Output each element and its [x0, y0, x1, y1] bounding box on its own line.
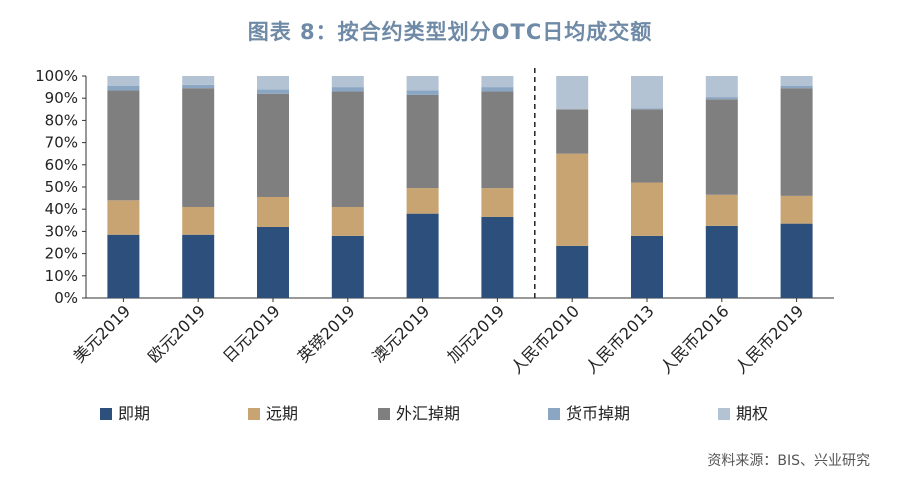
legend-swatch — [248, 408, 260, 420]
chart-title: 图表 8：按合约类型划分OTC日均成交额 — [247, 20, 653, 44]
y-tick-label: 100% — [35, 67, 78, 85]
legend-swatch — [100, 408, 112, 420]
bar-segment — [631, 182, 663, 236]
legend-label: 即期 — [118, 404, 151, 423]
bar-segment — [257, 76, 289, 90]
bar-segment — [705, 97, 738, 100]
legend-item: 货币掉期 — [548, 400, 630, 424]
source-note: 资料来源：BIS、兴业研究 — [707, 453, 870, 469]
bar-segment — [257, 93, 289, 197]
bar-segment — [481, 87, 514, 92]
legend-swatch — [718, 408, 730, 420]
bar-segment — [631, 76, 663, 109]
bar-segment — [182, 76, 215, 85]
bar-segment — [705, 225, 738, 298]
bar-segment — [182, 206, 215, 235]
bar-segment — [406, 76, 439, 91]
bar-segment — [257, 196, 289, 227]
legend-item: 即期 — [100, 400, 150, 424]
bar-segment — [182, 234, 215, 298]
legend-label: 远期 — [266, 404, 299, 423]
legend-swatch — [378, 408, 390, 420]
legend-item: 远期 — [248, 400, 298, 424]
bar-segment — [406, 94, 439, 189]
y-tick-label: 50% — [45, 178, 78, 196]
bar-segment — [182, 88, 215, 207]
legend-label: 外汇掉期 — [396, 404, 461, 423]
bar-segment — [331, 87, 364, 92]
bar-segment — [556, 245, 589, 298]
bar-segment — [257, 226, 289, 298]
bar-segment — [481, 91, 514, 189]
bar-segment — [331, 235, 364, 298]
x-tick-label: 加元2019 — [443, 301, 508, 366]
bar-segment — [780, 195, 813, 224]
bar-segment — [780, 76, 813, 86]
bar-segment — [705, 99, 738, 195]
legend-item: 外汇掉期 — [378, 400, 460, 424]
x-tick-label: 澳元2019 — [369, 301, 434, 366]
bar-segment — [631, 109, 663, 183]
bar-segment — [705, 194, 738, 226]
bar-segment — [182, 84, 215, 89]
y-tick-label: 70% — [45, 134, 78, 152]
x-tick-label: 人民币2019 — [731, 301, 807, 377]
y-tick-label: 10% — [45, 267, 78, 285]
bar-segment — [556, 109, 589, 154]
bar-segment — [331, 206, 364, 236]
y-tick-label: 20% — [45, 245, 78, 263]
y-tick-label: 0% — [54, 289, 78, 307]
bar-segment — [780, 85, 813, 89]
bar-segment — [631, 235, 663, 298]
bar-segment — [481, 216, 514, 298]
bar-segment — [406, 188, 439, 214]
y-tick-label: 60% — [45, 156, 78, 174]
x-tick-label: 美元2019 — [69, 301, 134, 366]
bar-segment — [556, 76, 589, 110]
bar-segment — [331, 91, 364, 207]
bar-segment — [406, 213, 439, 298]
x-tick-label: 人民币2013 — [582, 301, 658, 377]
bar-segment — [780, 88, 813, 196]
bar-segment — [107, 234, 140, 298]
chart-plot: 0% 10% 20% 30% 40% 50% 60% 70% 80% 90% 100% 美元2019 欧… — [35, 67, 834, 378]
bar-segment — [705, 76, 738, 98]
bar-segment — [406, 90, 439, 95]
x-tick-label: 日元2019 — [219, 301, 284, 366]
legend-swatch — [548, 408, 560, 420]
y-tick-label: 30% — [45, 222, 78, 240]
x-tick-label: 英镑2019 — [294, 301, 359, 366]
bar-segment — [107, 200, 140, 235]
bar-segment — [257, 89, 289, 94]
legend-label: 货币掉期 — [566, 404, 631, 423]
x-tick-label: 人民币2010 — [507, 301, 583, 377]
y-tick-label: 40% — [45, 200, 78, 218]
bar-segment — [481, 76, 514, 88]
y-tick-label: 90% — [45, 89, 78, 107]
x-tick-label: 欧元2019 — [144, 301, 209, 366]
bar-segment — [780, 223, 813, 298]
legend-label: 期权 — [736, 404, 769, 423]
bar-segment — [107, 76, 140, 86]
legend-item: 期权 — [718, 400, 768, 424]
bar-segment — [481, 188, 514, 217]
bar-segment — [331, 76, 364, 88]
bar-segment — [631, 108, 663, 110]
y-tick-label: 80% — [45, 111, 78, 129]
bar-segment — [556, 153, 589, 246]
bar-segment — [107, 90, 140, 201]
bar-segment — [107, 85, 140, 91]
x-tick-label: 人民币2016 — [656, 301, 732, 377]
